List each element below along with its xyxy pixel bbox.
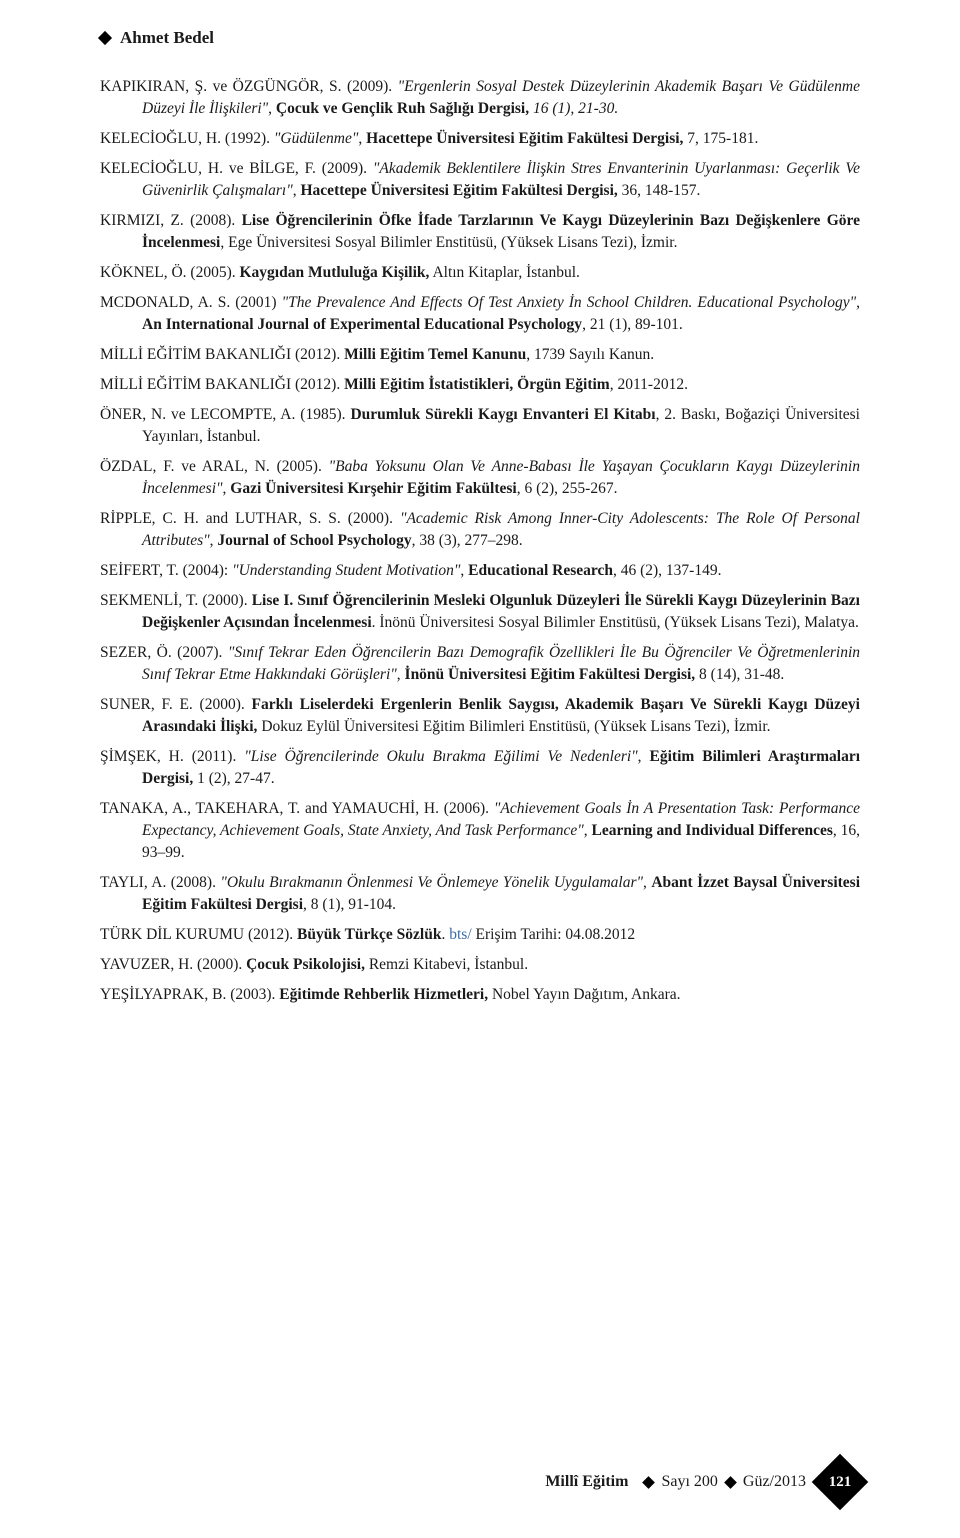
author-name: Ahmet Bedel	[120, 28, 214, 48]
reference-item: ÖNER, N. ve LECOMPTE, A. (1985). Durumlu…	[100, 404, 860, 448]
reference-item: SEKMENLİ, T. (2000). Lise I. Sınıf Öğren…	[100, 590, 860, 634]
reference-item: SEZER, Ö. (2007). "Sınıf Tekrar Eden Öğr…	[100, 642, 860, 686]
footer-season: Güz/2013	[743, 1473, 806, 1491]
reference-item: TAYLI, A. (2008). "Okulu Bırakmanın Önle…	[100, 872, 860, 916]
reference-item: TANAKA, A., TAKEHARA, T. and YAMAUCHİ, H…	[100, 798, 860, 864]
page-number-badge: 121	[820, 1462, 860, 1502]
reference-item: KÖKNEL, Ö. (2005). Kaygıdan Mutluluğa Ki…	[100, 262, 860, 284]
page-number: 121	[820, 1462, 860, 1502]
reference-item: MİLLİ EĞİTİM BAKANLIĞI (2012). Milli Eği…	[100, 374, 860, 396]
reference-item: KELECİOĞLU, H. ve BİLGE, F. (2009). "Aka…	[100, 158, 860, 202]
reference-item: SEİFERT, T. (2004): "Understanding Stude…	[100, 560, 860, 582]
diamond-icon	[724, 1476, 737, 1489]
page-header: Ahmet Bedel	[0, 0, 960, 48]
reference-item: YEŞİLYAPRAK, B. (2003). Eğitimde Rehberl…	[100, 984, 860, 1006]
reference-item: SUNER, F. E. (2000). Farklı Liselerdeki …	[100, 694, 860, 738]
reference-item: ÖZDAL, F. ve ARAL, N. (2005). "Baba Yoks…	[100, 456, 860, 500]
reference-item: MCDONALD, A. S. (2001) "The Prevalence A…	[100, 292, 860, 336]
reference-item: KELECİOĞLU, H. (1992). "Güdülenme", Hace…	[100, 128, 860, 150]
footer-issue: Sayı 200	[661, 1473, 717, 1491]
reference-item: YAVUZER, H. (2000). Çocuk Psikolojisi, R…	[100, 954, 860, 976]
reference-item: RİPPLE, C. H. and LUTHAR, S. S. (2000). …	[100, 508, 860, 552]
reference-item: KIRMIZI, Z. (2008). Lise Öğrencilerinin …	[100, 210, 860, 254]
diamond-icon	[643, 1476, 656, 1489]
footer-journal: Millî Eğitim	[545, 1473, 628, 1491]
reference-item: TÜRK DİL KURUMU (2012). Büyük Türkçe Söz…	[100, 924, 860, 946]
page-footer: Millî Eğitim Sayı 200 Güz/2013 121	[545, 1462, 860, 1502]
reference-item: MİLLİ EĞİTİM BAKANLIĞI (2012). Milli Eği…	[100, 344, 860, 366]
references-section: KAPIKIRAN, Ş. ve ÖZGÜNGÖR, S. (2009). "E…	[0, 48, 960, 1006]
reference-item: KAPIKIRAN, Ş. ve ÖZGÜNGÖR, S. (2009). "E…	[100, 76, 860, 120]
diamond-icon	[98, 31, 112, 45]
reference-item: ŞİMŞEK, H. (2011). "Lise Öğrencilerinde …	[100, 746, 860, 790]
